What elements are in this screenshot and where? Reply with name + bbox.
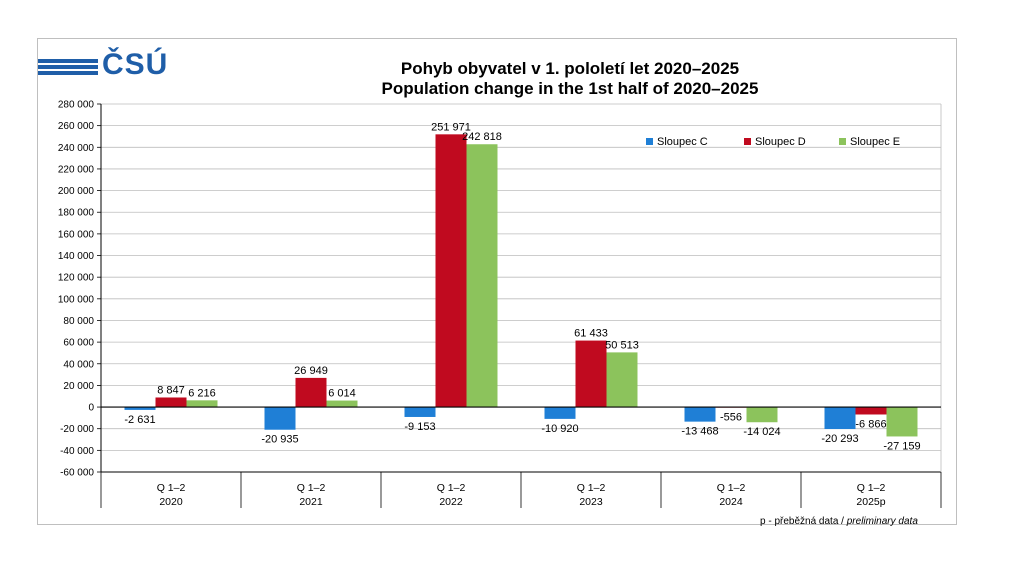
footnote-main: p - přeběžná data / (760, 516, 847, 527)
legend-swatch (744, 138, 751, 145)
chart-title-cz: Pohyb obyvatel v 1. pololetí let 2020–20… (400, 59, 740, 78)
y-tick-label: 280 000 (58, 100, 95, 111)
category-year-label: 2020 (159, 496, 183, 508)
bar (466, 144, 498, 408)
bar (575, 340, 607, 408)
legend-swatch (839, 138, 846, 145)
data-label: -27 159 (883, 440, 920, 452)
bar (684, 407, 716, 422)
y-tick-label: 180 000 (58, 208, 95, 219)
category-label: Q 1–2 (157, 482, 186, 494)
y-tick-label: 40 000 (63, 359, 94, 370)
bar (824, 407, 856, 430)
bar (855, 407, 887, 415)
y-tick-label: 160 000 (58, 229, 95, 240)
legend-label: Sloupec E (850, 136, 900, 148)
bar (155, 397, 187, 408)
footnote-italic: preliminary data (846, 516, 918, 527)
data-label: -14 024 (743, 426, 780, 438)
y-tick-label: 200 000 (58, 186, 95, 197)
data-label: 8 847 (157, 384, 185, 396)
chart-title-en: Population change in the 1st half of 202… (381, 79, 759, 98)
bar (404, 407, 436, 417)
data-label: 242 818 (462, 131, 502, 143)
bar (606, 352, 638, 408)
legend-label: Sloupec D (755, 136, 806, 148)
data-label: -2 631 (124, 414, 155, 426)
data-label: 26 949 (294, 365, 328, 377)
category-label: Q 1–2 (717, 482, 746, 494)
data-label: -6 866 (855, 418, 886, 430)
footnote: p - přeběžná data / preliminary data (760, 516, 918, 527)
legend-label: Sloupec C (657, 136, 708, 148)
category-year-label: 2021 (299, 496, 323, 508)
data-label: -10 920 (541, 423, 578, 435)
category-year-label: 2022 (439, 496, 463, 508)
y-tick-label: 100 000 (58, 294, 95, 305)
bar (295, 377, 327, 408)
y-tick-label: 20 000 (63, 381, 94, 392)
data-label: 50 513 (605, 339, 639, 351)
y-tick-label: 80 000 (63, 316, 94, 327)
bar (746, 407, 778, 423)
category-year-label: 2023 (579, 496, 603, 508)
logo-stripe (38, 65, 98, 69)
data-label: 6 216 (188, 387, 216, 399)
logo-text: ČSÚ (102, 48, 169, 81)
data-label: 61 433 (574, 328, 608, 340)
bar (264, 407, 296, 430)
category-year-label: 2025p (856, 496, 885, 508)
legend-swatch (646, 138, 653, 145)
y-tick-label: 60 000 (63, 338, 94, 349)
y-tick-label: 0 (88, 403, 94, 414)
data-label: -556 (720, 412, 742, 424)
y-tick-label: 240 000 (58, 143, 95, 154)
logo-stripe (38, 59, 98, 63)
bar (886, 407, 918, 437)
y-tick-label: -60 000 (60, 468, 94, 479)
bar (186, 400, 218, 408)
y-tick-label: 140 000 (58, 251, 95, 262)
bar (326, 400, 358, 408)
category-label: Q 1–2 (437, 482, 466, 494)
data-label: -20 935 (261, 434, 298, 446)
category-label: Q 1–2 (857, 482, 886, 494)
data-label: -20 293 (821, 433, 858, 445)
y-tick-label: 120 000 (58, 273, 95, 284)
y-tick-label: 260 000 (58, 121, 95, 132)
data-label: -9 153 (404, 421, 435, 433)
category-label: Q 1–2 (297, 482, 326, 494)
csu-logo: ČSÚ (38, 48, 188, 82)
logo-stripe (38, 71, 98, 75)
bar (435, 134, 467, 408)
y-tick-label: -20 000 (60, 424, 94, 435)
category-year-label: 2024 (719, 496, 743, 508)
y-tick-label: -40 000 (60, 446, 94, 457)
bar (124, 407, 156, 410)
data-label: -13 468 (681, 426, 718, 438)
bar (544, 407, 576, 419)
y-tick-label: 220 000 (58, 164, 95, 175)
category-label: Q 1–2 (577, 482, 606, 494)
data-label: 6 014 (328, 388, 356, 400)
data-label: 251 971 (431, 121, 471, 133)
